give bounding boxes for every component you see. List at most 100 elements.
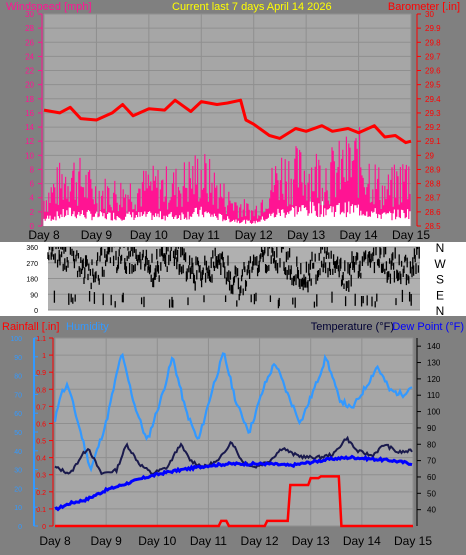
panel3-x-tick-label: Day 9 [90, 534, 122, 548]
panel3-temp-tick-label: 70 [427, 457, 436, 466]
panel1-left-tick-label: 24 [25, 52, 34, 61]
panel3-humidity-axis-title: Humidity [66, 321, 109, 333]
series-temperature [54, 435, 413, 476]
panel1-left-tick-label: 18 [25, 95, 34, 104]
panel2-compass-label: W [434, 257, 446, 271]
panel2-compass-label: E [436, 288, 444, 302]
panel3-dewpoint-axis-title: Dew Point (°F) [392, 321, 464, 333]
panel1-left-tick-label: 26 [25, 38, 34, 47]
panel3-rain-tick-label: 0.4 [36, 456, 46, 463]
panel3-temp-tick-label: 100 [427, 408, 441, 417]
panel1-right-tick-label: 29.3 [425, 109, 441, 118]
panel1-right-tick-label: 28.8 [425, 180, 441, 189]
panel1-x-tick-label: Day 12 [235, 228, 273, 242]
panel3-temp-tick-label: 40 [427, 506, 436, 515]
series-rainfall [55, 475, 413, 528]
panel3-temp-tick-label: 60 [427, 473, 436, 482]
panel1-right-tick-label: 29.2 [425, 123, 441, 132]
panel3-rain-tick-label: 0.2 [36, 490, 46, 497]
panel2-left-tick-label: 360 [26, 245, 38, 252]
panel3-rain-tick-label: 0.9 [36, 370, 46, 377]
panel1-right-tick-label: 29.5 [425, 81, 441, 90]
panel3-x-tick-label: Day 15 [394, 534, 432, 548]
panel3-rain-axis-title: Rainfall [.in] [2, 321, 59, 333]
panel1-x-tick-label: Day 10 [130, 228, 168, 242]
series-wind-direction [47, 247, 420, 309]
panel1-x-tick-label: Day 14 [340, 228, 378, 242]
panel1-x-tick-label: Day 15 [392, 228, 430, 242]
panel3-temp-tick-label: 80 [427, 440, 436, 449]
panel3-humidity-tick-label: 80 [14, 374, 22, 381]
panel3-rain-tick-label: 1 [42, 353, 46, 360]
panel3-temp-tick-label: 50 [427, 489, 436, 498]
panel3-x-tick-label: Day 12 [241, 534, 279, 548]
panel3-rain-tick-label: 0.1 [36, 507, 46, 514]
panel2-left-tick-label: 270 [26, 261, 38, 268]
panel3-rain-tick-label: 0.8 [36, 387, 46, 394]
panel1-left-tick-label: 12 [25, 137, 34, 146]
panel3-temp-axis-title: Temperature (°F) [311, 321, 394, 333]
panel3-temp-tick-label: 120 [427, 375, 441, 384]
panel3-x-tick-label: Day 11 [190, 534, 227, 548]
series-humidity [53, 352, 413, 473]
panel3-humidity-tick-label: 100 [10, 336, 22, 343]
panel1-left-tick-label: 8 [30, 165, 35, 174]
panel1-right-tick-label: 29 [425, 151, 434, 160]
panel1-left-tick-label: 30 [25, 10, 34, 19]
panel1-left-tick-label: 2 [30, 208, 35, 217]
panel3-temp-tick-label: 90 [427, 424, 436, 433]
panel1-right-axis-title: Barometer [.in] [388, 1, 460, 13]
panel3-rain-tick-label: 0.3 [36, 473, 46, 480]
panel3-rain-tick-label: 0.7 [36, 404, 46, 411]
panel1-x-tick-label: Day 9 [81, 228, 113, 242]
panel2-left-tick-label: 180 [26, 277, 38, 284]
panel1-x-tick-label: Day 8 [28, 228, 60, 242]
panel1-left-axis-title: Windspeed [mph] [6, 1, 92, 13]
panel3-x-tick-label: Day 10 [138, 534, 176, 548]
series-dew-point [54, 454, 413, 512]
panel1-left-tick-label: 22 [25, 67, 34, 76]
panel1-left-tick-label: 6 [30, 180, 35, 189]
panel3-humidity-tick-label: 40 [14, 449, 22, 456]
panel3-x-tick-label: Day 13 [292, 534, 330, 548]
panel1-title: Current last 7 days April 14 2026 [172, 1, 332, 13]
panel1-x-tick-label: Day 13 [287, 228, 325, 242]
panel3-humidity-tick-label: 10 [14, 505, 22, 512]
panel3-temp-tick-label: 140 [427, 342, 441, 351]
panel1-left-tick-label: 20 [25, 81, 34, 90]
panel3-plot-area [55, 338, 413, 526]
panel1-left-tick-label: 0 [30, 222, 35, 231]
series-barometer [43, 98, 412, 145]
panel1-right-tick-label: 29.7 [425, 52, 441, 61]
panel1-left-tick-label: 10 [25, 151, 34, 160]
panel1-right-tick-label: 29.8 [425, 38, 441, 47]
panel3-rain-tick-label: 0.5 [36, 439, 46, 446]
panel2-left-tick-label: 0 [34, 308, 38, 315]
panel3-humidity-tick-label: 20 [14, 486, 22, 493]
panel1-right-tick-label: 28.5 [425, 222, 441, 231]
panel1-left-tick-label: 16 [25, 109, 34, 118]
series-wind-speed [43, 201, 411, 226]
panel3-humidity-tick-label: 50 [14, 430, 22, 437]
panel3-temp-tick-label: 110 [427, 391, 440, 400]
panel2-left-tick-label: 90 [30, 292, 38, 299]
panel3-humidity-tick-label: 60 [14, 411, 22, 418]
panel3-humidity-tick-label: 90 [14, 355, 22, 362]
panel3-temp-tick-label: 130 [427, 359, 441, 368]
panel1-right-tick-label: 29.4 [425, 95, 441, 104]
panel1-right-tick-label: 30 [425, 10, 434, 19]
panel3-humidity-tick-label: 70 [14, 392, 22, 399]
panel1-left-tick-label: 14 [25, 123, 34, 132]
panel2-compass-label: N [436, 304, 445, 318]
panel3-rain-tick-label: 1.1 [36, 336, 46, 343]
panel3-x-tick-label: Day 8 [39, 534, 71, 548]
panel1-left-tick-label: 4 [30, 194, 35, 203]
panel1-right-tick-label: 28.7 [425, 194, 441, 203]
panel3-rain-tick-label: 0 [42, 524, 46, 531]
panel1-right-tick-label: 29.9 [425, 24, 441, 33]
panel1-right-tick-label: 28.6 [425, 208, 441, 217]
panel1-left-tick-label: 28 [25, 24, 34, 33]
panel1-right-tick-label: 28.9 [425, 165, 441, 174]
